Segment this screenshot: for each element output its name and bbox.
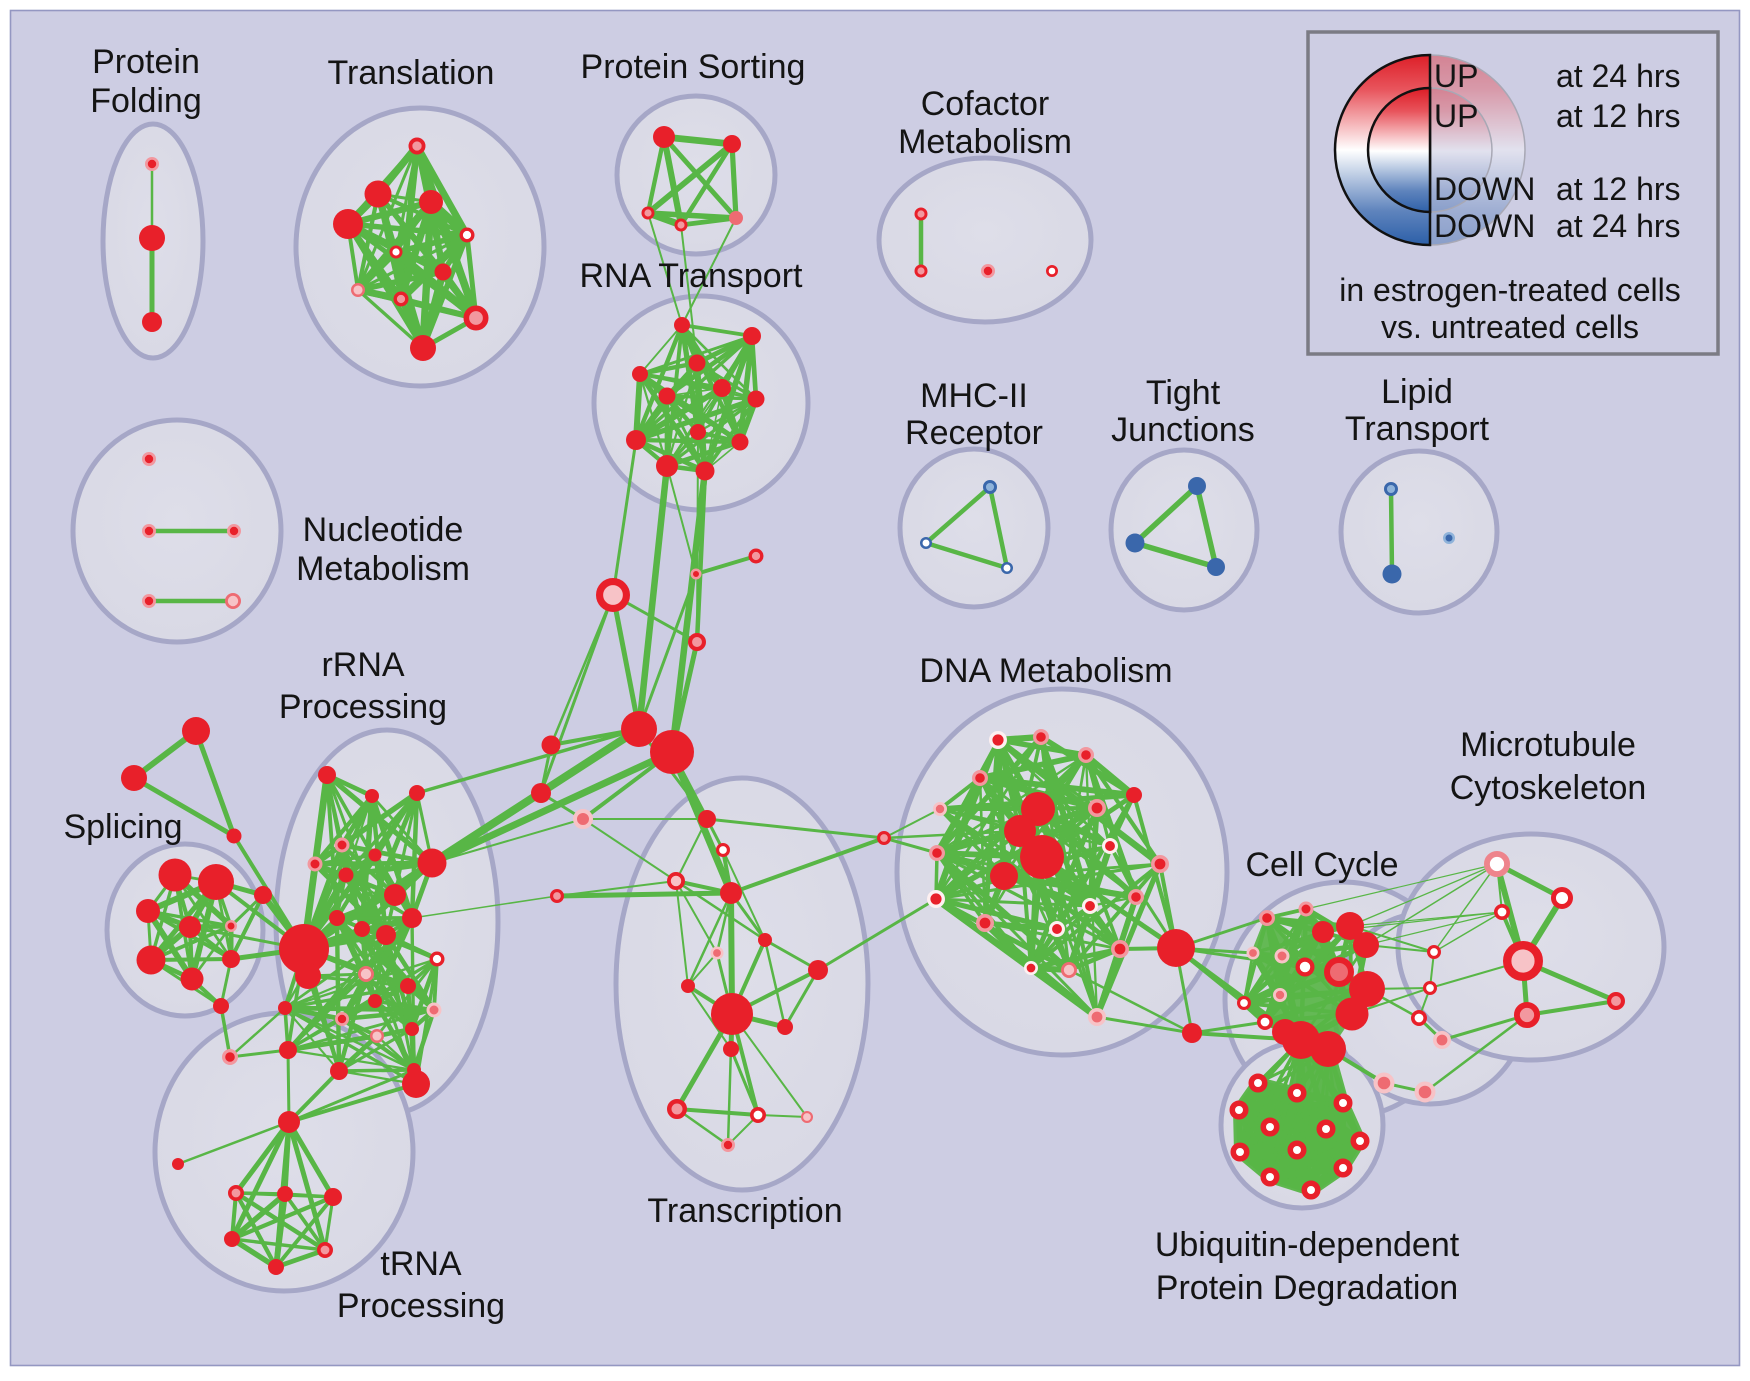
- svg-text:RNA Transport: RNA Transport: [580, 257, 804, 295]
- svg-text:Transport: Transport: [1345, 410, 1490, 448]
- svg-text:Splicing: Splicing: [63, 808, 182, 846]
- svg-text:Metabolism: Metabolism: [296, 550, 470, 588]
- svg-text:in estrogen-treated cells: in estrogen-treated cells: [1339, 272, 1681, 308]
- svg-text:Processing: Processing: [279, 688, 447, 726]
- svg-text:Protein Degradation: Protein Degradation: [1156, 1269, 1458, 1307]
- svg-text:Junctions: Junctions: [1111, 411, 1255, 449]
- svg-text:Translation: Translation: [328, 54, 495, 92]
- svg-text:Processing: Processing: [337, 1287, 505, 1325]
- svg-text:UP: UP: [1434, 98, 1478, 134]
- svg-text:Cytoskeleton: Cytoskeleton: [1450, 769, 1647, 807]
- svg-text:Ubiquitin-dependent: Ubiquitin-dependent: [1155, 1226, 1460, 1264]
- svg-text:tRNA: tRNA: [380, 1245, 462, 1283]
- svg-text:Transcription: Transcription: [647, 1192, 842, 1230]
- svg-text:at 12 hrs: at 12 hrs: [1556, 98, 1681, 134]
- svg-text:Protein: Protein: [92, 43, 200, 81]
- svg-text:DNA Metabolism: DNA Metabolism: [919, 652, 1172, 690]
- svg-text:Cofactor: Cofactor: [921, 85, 1050, 123]
- svg-text:DOWN: DOWN: [1434, 171, 1535, 207]
- svg-text:Folding: Folding: [90, 82, 202, 120]
- svg-text:Protein Sorting: Protein Sorting: [581, 48, 806, 86]
- svg-text:UP: UP: [1434, 58, 1478, 94]
- svg-text:at 24 hrs: at 24 hrs: [1556, 208, 1681, 244]
- svg-text:Lipid: Lipid: [1381, 373, 1453, 411]
- svg-text:Nucleotide: Nucleotide: [303, 511, 464, 549]
- svg-text:Receptor: Receptor: [905, 414, 1043, 452]
- svg-text:Metabolism: Metabolism: [898, 123, 1072, 161]
- svg-text:Tight: Tight: [1146, 374, 1221, 412]
- svg-text:Cell Cycle: Cell Cycle: [1245, 846, 1398, 884]
- svg-text:MHC-II: MHC-II: [920, 377, 1028, 415]
- svg-text:rRNA: rRNA: [321, 646, 404, 684]
- svg-text:at 12 hrs: at 12 hrs: [1556, 171, 1681, 207]
- svg-text:at 24 hrs: at 24 hrs: [1556, 58, 1681, 94]
- svg-text:DOWN: DOWN: [1434, 208, 1535, 244]
- svg-text:Microtubule: Microtubule: [1460, 726, 1636, 764]
- svg-text:vs. untreated cells: vs. untreated cells: [1381, 309, 1639, 345]
